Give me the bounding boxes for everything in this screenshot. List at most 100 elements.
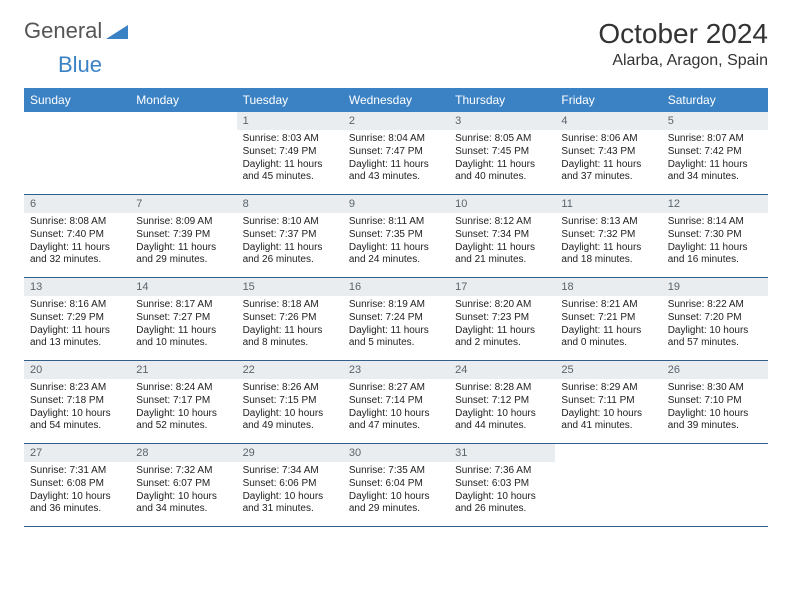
- day-cell: 24Sunrise: 8:28 AMSunset: 7:12 PMDayligh…: [449, 361, 555, 443]
- day-number: 18: [555, 278, 661, 296]
- week-row: 27Sunrise: 7:31 AMSunset: 6:08 PMDayligh…: [24, 444, 768, 527]
- day-body: Sunrise: 8:05 AMSunset: 7:45 PMDaylight:…: [449, 130, 555, 188]
- daylight: Daylight: 11 hours and 0 minutes.: [561, 325, 655, 351]
- day-body: Sunrise: 7:34 AMSunset: 6:06 PMDaylight:…: [237, 462, 343, 520]
- day-cell: 11Sunrise: 8:13 AMSunset: 7:32 PMDayligh…: [555, 195, 661, 277]
- day-body: Sunrise: 8:21 AMSunset: 7:21 PMDaylight:…: [555, 296, 661, 354]
- sunset: Sunset: 7:43 PM: [561, 146, 655, 159]
- day-cell: 3Sunrise: 8:05 AMSunset: 7:45 PMDaylight…: [449, 112, 555, 194]
- dow-cell: Thursday: [449, 88, 555, 112]
- sunrise: Sunrise: 7:35 AM: [349, 465, 443, 478]
- sunset: Sunset: 7:34 PM: [455, 229, 549, 242]
- day-body: Sunrise: 8:27 AMSunset: 7:14 PMDaylight:…: [343, 379, 449, 437]
- sunrise: Sunrise: 8:04 AM: [349, 133, 443, 146]
- sunset: Sunset: 6:03 PM: [455, 478, 549, 491]
- day-cell: 15Sunrise: 8:18 AMSunset: 7:26 PMDayligh…: [237, 278, 343, 360]
- dow-cell: Tuesday: [237, 88, 343, 112]
- day-number: 8: [237, 195, 343, 213]
- day-body: Sunrise: 8:13 AMSunset: 7:32 PMDaylight:…: [555, 213, 661, 271]
- week-row: 20Sunrise: 8:23 AMSunset: 7:18 PMDayligh…: [24, 361, 768, 444]
- sunrise: Sunrise: 8:08 AM: [30, 216, 124, 229]
- sunset: Sunset: 7:47 PM: [349, 146, 443, 159]
- day-cell: 12Sunrise: 8:14 AMSunset: 7:30 PMDayligh…: [662, 195, 768, 277]
- sunset: Sunset: 7:27 PM: [136, 312, 230, 325]
- daylight: Daylight: 10 hours and 47 minutes.: [349, 408, 443, 434]
- daylight: Daylight: 11 hours and 21 minutes.: [455, 242, 549, 268]
- sunrise: Sunrise: 8:29 AM: [561, 382, 655, 395]
- sunrise: Sunrise: 8:22 AM: [668, 299, 762, 312]
- day-cell: 16Sunrise: 8:19 AMSunset: 7:24 PMDayligh…: [343, 278, 449, 360]
- daylight: Daylight: 11 hours and 10 minutes.: [136, 325, 230, 351]
- sunset: Sunset: 7:32 PM: [561, 229, 655, 242]
- week-row: 6Sunrise: 8:08 AMSunset: 7:40 PMDaylight…: [24, 195, 768, 278]
- day-body: Sunrise: 8:07 AMSunset: 7:42 PMDaylight:…: [662, 130, 768, 188]
- day-number: 21: [130, 361, 236, 379]
- day-cell: 19Sunrise: 8:22 AMSunset: 7:20 PMDayligh…: [662, 278, 768, 360]
- daylight: Daylight: 10 hours and 26 minutes.: [455, 491, 549, 517]
- day-number: 7: [130, 195, 236, 213]
- daylight: Daylight: 11 hours and 32 minutes.: [30, 242, 124, 268]
- sunset: Sunset: 7:39 PM: [136, 229, 230, 242]
- sunset: Sunset: 6:06 PM: [243, 478, 337, 491]
- daylight: Daylight: 10 hours and 44 minutes.: [455, 408, 549, 434]
- sunset: Sunset: 7:18 PM: [30, 395, 124, 408]
- sunset: Sunset: 7:11 PM: [561, 395, 655, 408]
- day-cell: 17Sunrise: 8:20 AMSunset: 7:23 PMDayligh…: [449, 278, 555, 360]
- sunset: Sunset: 6:04 PM: [349, 478, 443, 491]
- day-cell: 31Sunrise: 7:36 AMSunset: 6:03 PMDayligh…: [449, 444, 555, 526]
- daylight: Daylight: 11 hours and 5 minutes.: [349, 325, 443, 351]
- day-number: 4: [555, 112, 661, 130]
- day-number: 11: [555, 195, 661, 213]
- day-number: 19: [662, 278, 768, 296]
- day-body: Sunrise: 8:28 AMSunset: 7:12 PMDaylight:…: [449, 379, 555, 437]
- daylight: Daylight: 10 hours and 57 minutes.: [668, 325, 762, 351]
- sunrise: Sunrise: 8:06 AM: [561, 133, 655, 146]
- day-cell: 10Sunrise: 8:12 AMSunset: 7:34 PMDayligh…: [449, 195, 555, 277]
- daylight: Daylight: 11 hours and 43 minutes.: [349, 159, 443, 185]
- day-cell: 1Sunrise: 8:03 AMSunset: 7:49 PMDaylight…: [237, 112, 343, 194]
- day-cell: [130, 112, 236, 194]
- day-cell: 13Sunrise: 8:16 AMSunset: 7:29 PMDayligh…: [24, 278, 130, 360]
- day-body: Sunrise: 8:29 AMSunset: 7:11 PMDaylight:…: [555, 379, 661, 437]
- day-body: Sunrise: 7:32 AMSunset: 6:07 PMDaylight:…: [130, 462, 236, 520]
- week-row: 13Sunrise: 8:16 AMSunset: 7:29 PMDayligh…: [24, 278, 768, 361]
- day-body: Sunrise: 8:16 AMSunset: 7:29 PMDaylight:…: [24, 296, 130, 354]
- sunrise: Sunrise: 8:14 AM: [668, 216, 762, 229]
- day-cell: [24, 112, 130, 194]
- day-number: 28: [130, 444, 236, 462]
- day-number: 16: [343, 278, 449, 296]
- daylight: Daylight: 10 hours and 41 minutes.: [561, 408, 655, 434]
- logo-text-2: Blue: [58, 52, 792, 78]
- day-cell: 30Sunrise: 7:35 AMSunset: 6:04 PMDayligh…: [343, 444, 449, 526]
- calendar-grid: 1Sunrise: 8:03 AMSunset: 7:49 PMDaylight…: [24, 112, 768, 527]
- sunset: Sunset: 7:45 PM: [455, 146, 549, 159]
- daylight: Daylight: 11 hours and 40 minutes.: [455, 159, 549, 185]
- day-body: Sunrise: 8:23 AMSunset: 7:18 PMDaylight:…: [24, 379, 130, 437]
- day-cell: [555, 444, 661, 526]
- day-cell: 14Sunrise: 8:17 AMSunset: 7:27 PMDayligh…: [130, 278, 236, 360]
- day-number: 17: [449, 278, 555, 296]
- daylight: Daylight: 10 hours and 52 minutes.: [136, 408, 230, 434]
- daylight: Daylight: 10 hours and 31 minutes.: [243, 491, 337, 517]
- day-cell: 27Sunrise: 7:31 AMSunset: 6:08 PMDayligh…: [24, 444, 130, 526]
- day-number: 5: [662, 112, 768, 130]
- day-cell: 7Sunrise: 8:09 AMSunset: 7:39 PMDaylight…: [130, 195, 236, 277]
- sunset: Sunset: 7:14 PM: [349, 395, 443, 408]
- daylight: Daylight: 10 hours and 39 minutes.: [668, 408, 762, 434]
- sunset: Sunset: 7:17 PM: [136, 395, 230, 408]
- day-body: Sunrise: 7:35 AMSunset: 6:04 PMDaylight:…: [343, 462, 449, 520]
- sunset: Sunset: 7:21 PM: [561, 312, 655, 325]
- logo-triangle-icon: [106, 23, 128, 39]
- day-cell: 22Sunrise: 8:26 AMSunset: 7:15 PMDayligh…: [237, 361, 343, 443]
- sunset: Sunset: 7:49 PM: [243, 146, 337, 159]
- daylight: Daylight: 11 hours and 18 minutes.: [561, 242, 655, 268]
- sunset: Sunset: 6:08 PM: [30, 478, 124, 491]
- day-body: Sunrise: 8:03 AMSunset: 7:49 PMDaylight:…: [237, 130, 343, 188]
- day-body: Sunrise: 8:10 AMSunset: 7:37 PMDaylight:…: [237, 213, 343, 271]
- day-cell: 6Sunrise: 8:08 AMSunset: 7:40 PMDaylight…: [24, 195, 130, 277]
- daylight: Daylight: 10 hours and 36 minutes.: [30, 491, 124, 517]
- day-number: 9: [343, 195, 449, 213]
- day-body: Sunrise: 8:12 AMSunset: 7:34 PMDaylight:…: [449, 213, 555, 271]
- daylight: Daylight: 11 hours and 24 minutes.: [349, 242, 443, 268]
- week-row: 1Sunrise: 8:03 AMSunset: 7:49 PMDaylight…: [24, 112, 768, 195]
